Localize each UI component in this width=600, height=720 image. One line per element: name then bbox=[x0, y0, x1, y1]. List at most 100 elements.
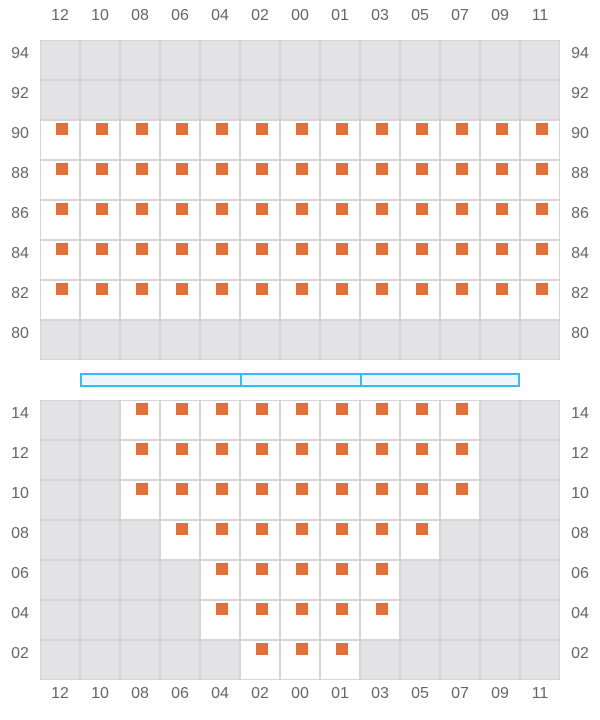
seat-82-07[interactable] bbox=[456, 283, 468, 295]
seat-88-07[interactable] bbox=[456, 163, 468, 175]
seat-86-08[interactable] bbox=[136, 203, 148, 215]
seat-06-04[interactable] bbox=[216, 563, 228, 575]
seat-84-05[interactable] bbox=[416, 243, 428, 255]
seat-12-04[interactable] bbox=[216, 443, 228, 455]
seat-10-02[interactable] bbox=[256, 483, 268, 495]
seat-12-05[interactable] bbox=[416, 443, 428, 455]
seat-88-01[interactable] bbox=[336, 163, 348, 175]
seat-14-00[interactable] bbox=[296, 403, 308, 415]
seat-82-03[interactable] bbox=[376, 283, 388, 295]
seat-04-04[interactable] bbox=[216, 603, 228, 615]
seat-04-00[interactable] bbox=[296, 603, 308, 615]
seat-90-11[interactable] bbox=[536, 123, 548, 135]
seat-12-01[interactable] bbox=[336, 443, 348, 455]
seat-84-06[interactable] bbox=[176, 243, 188, 255]
seat-90-09[interactable] bbox=[496, 123, 508, 135]
seat-88-09[interactable] bbox=[496, 163, 508, 175]
seat-88-12[interactable] bbox=[56, 163, 68, 175]
seat-10-07[interactable] bbox=[456, 483, 468, 495]
seat-10-01[interactable] bbox=[336, 483, 348, 495]
seat-90-06[interactable] bbox=[176, 123, 188, 135]
seat-82-02[interactable] bbox=[256, 283, 268, 295]
seat-84-04[interactable] bbox=[216, 243, 228, 255]
seat-02-02[interactable] bbox=[256, 643, 268, 655]
seat-86-09[interactable] bbox=[496, 203, 508, 215]
seat-04-02[interactable] bbox=[256, 603, 268, 615]
seat-08-05[interactable] bbox=[416, 523, 428, 535]
seat-86-11[interactable] bbox=[536, 203, 548, 215]
seat-84-09[interactable] bbox=[496, 243, 508, 255]
seat-90-07[interactable] bbox=[456, 123, 468, 135]
seat-84-12[interactable] bbox=[56, 243, 68, 255]
seat-82-00[interactable] bbox=[296, 283, 308, 295]
seat-88-05[interactable] bbox=[416, 163, 428, 175]
seat-08-01[interactable] bbox=[336, 523, 348, 535]
seat-04-03[interactable] bbox=[376, 603, 388, 615]
seat-86-01[interactable] bbox=[336, 203, 348, 215]
seat-86-07[interactable] bbox=[456, 203, 468, 215]
seat-88-08[interactable] bbox=[136, 163, 148, 175]
seat-12-03[interactable] bbox=[376, 443, 388, 455]
seat-06-00[interactable] bbox=[296, 563, 308, 575]
seat-90-04[interactable] bbox=[216, 123, 228, 135]
seat-86-03[interactable] bbox=[376, 203, 388, 215]
seat-84-11[interactable] bbox=[536, 243, 548, 255]
seat-06-02[interactable] bbox=[256, 563, 268, 575]
seat-90-02[interactable] bbox=[256, 123, 268, 135]
seat-84-00[interactable] bbox=[296, 243, 308, 255]
seat-88-10[interactable] bbox=[96, 163, 108, 175]
seat-12-02[interactable] bbox=[256, 443, 268, 455]
seat-90-12[interactable] bbox=[56, 123, 68, 135]
seat-08-04[interactable] bbox=[216, 523, 228, 535]
seat-90-05[interactable] bbox=[416, 123, 428, 135]
seat-14-04[interactable] bbox=[216, 403, 228, 415]
seat-82-06[interactable] bbox=[176, 283, 188, 295]
seat-84-08[interactable] bbox=[136, 243, 148, 255]
seat-12-08[interactable] bbox=[136, 443, 148, 455]
seat-90-08[interactable] bbox=[136, 123, 148, 135]
seat-14-01[interactable] bbox=[336, 403, 348, 415]
seat-12-00[interactable] bbox=[296, 443, 308, 455]
seat-04-01[interactable] bbox=[336, 603, 348, 615]
seat-90-03[interactable] bbox=[376, 123, 388, 135]
seat-14-07[interactable] bbox=[456, 403, 468, 415]
seat-82-08[interactable] bbox=[136, 283, 148, 295]
seat-84-02[interactable] bbox=[256, 243, 268, 255]
seat-14-06[interactable] bbox=[176, 403, 188, 415]
seat-12-06[interactable] bbox=[176, 443, 188, 455]
seat-86-05[interactable] bbox=[416, 203, 428, 215]
seat-82-12[interactable] bbox=[56, 283, 68, 295]
seat-10-06[interactable] bbox=[176, 483, 188, 495]
seat-14-02[interactable] bbox=[256, 403, 268, 415]
seat-82-10[interactable] bbox=[96, 283, 108, 295]
seat-08-02[interactable] bbox=[256, 523, 268, 535]
seat-86-06[interactable] bbox=[176, 203, 188, 215]
seat-84-03[interactable] bbox=[376, 243, 388, 255]
seat-08-06[interactable] bbox=[176, 523, 188, 535]
seat-82-11[interactable] bbox=[536, 283, 548, 295]
seat-14-08[interactable] bbox=[136, 403, 148, 415]
seat-14-05[interactable] bbox=[416, 403, 428, 415]
seat-10-00[interactable] bbox=[296, 483, 308, 495]
seat-86-04[interactable] bbox=[216, 203, 228, 215]
seat-84-10[interactable] bbox=[96, 243, 108, 255]
seat-88-03[interactable] bbox=[376, 163, 388, 175]
seat-82-05[interactable] bbox=[416, 283, 428, 295]
seat-82-04[interactable] bbox=[216, 283, 228, 295]
seat-88-06[interactable] bbox=[176, 163, 188, 175]
seat-86-12[interactable] bbox=[56, 203, 68, 215]
seat-86-10[interactable] bbox=[96, 203, 108, 215]
seat-84-07[interactable] bbox=[456, 243, 468, 255]
seat-90-01[interactable] bbox=[336, 123, 348, 135]
seat-10-03[interactable] bbox=[376, 483, 388, 495]
seat-02-00[interactable] bbox=[296, 643, 308, 655]
seat-02-01[interactable] bbox=[336, 643, 348, 655]
seat-82-01[interactable] bbox=[336, 283, 348, 295]
seat-84-01[interactable] bbox=[336, 243, 348, 255]
seat-10-08[interactable] bbox=[136, 483, 148, 495]
seat-06-03[interactable] bbox=[376, 563, 388, 575]
seat-12-07[interactable] bbox=[456, 443, 468, 455]
seat-88-11[interactable] bbox=[536, 163, 548, 175]
seat-82-09[interactable] bbox=[496, 283, 508, 295]
seat-88-02[interactable] bbox=[256, 163, 268, 175]
